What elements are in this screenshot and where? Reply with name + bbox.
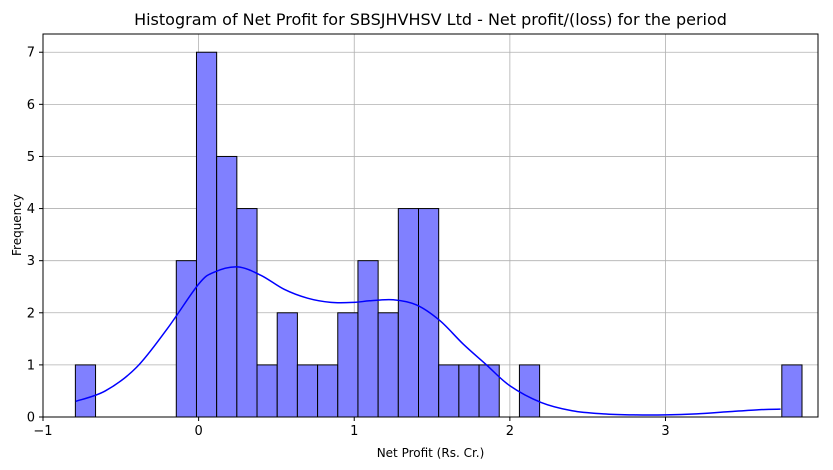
y-tick-label: 5 (27, 150, 35, 165)
histogram-bar (236, 208, 258, 418)
histogram-bar (397, 208, 420, 418)
histogram-bar (317, 364, 339, 418)
histogram-bar (781, 364, 803, 418)
histogram-bar (296, 364, 319, 418)
histogram-bars (74, 51, 803, 418)
y-tick-label: 1 (27, 358, 35, 373)
kde-curve (75, 266, 781, 416)
y-tick-label: 3 (27, 254, 35, 269)
x-axis-label: Net Profit (Rs. Cr.) (377, 446, 485, 460)
histogram-bar (458, 364, 480, 418)
histogram-bar (357, 260, 379, 418)
histogram-bar (478, 364, 500, 418)
histogram-bar (518, 364, 541, 418)
histogram-bar (337, 312, 359, 418)
x-tick-label: 0 (194, 424, 202, 439)
x-tick-label: 2 (506, 424, 514, 439)
x-tick-label: 1 (350, 424, 358, 439)
y-tick-label: 6 (27, 98, 35, 113)
histogram-bar (377, 312, 399, 418)
y-tick-label: 0 (27, 411, 35, 426)
histogram-bar (276, 312, 298, 418)
histogram-bar (175, 260, 197, 418)
histogram-bar (438, 364, 460, 418)
histogram-bar (74, 364, 97, 418)
x-axis-ticks: −1 0 1 2 3 (33, 417, 670, 439)
y-tick-label: 4 (27, 202, 35, 217)
y-tick-label: 7 (27, 46, 35, 61)
y-tick-label: 2 (27, 306, 35, 321)
plot-frame (42, 33, 819, 418)
histogram-bar (195, 51, 218, 418)
chart-title: Histogram of Net Profit for SBSJHVHSV Lt… (134, 10, 727, 29)
histogram-bar (216, 155, 238, 418)
x-tick-label: −1 (33, 424, 52, 439)
histogram-bar (256, 364, 278, 418)
y-axis-label: Frequency (10, 194, 24, 256)
x-tick-label: 3 (661, 424, 669, 439)
y-axis-ticks: 0 1 2 3 4 5 6 7 (27, 46, 43, 426)
